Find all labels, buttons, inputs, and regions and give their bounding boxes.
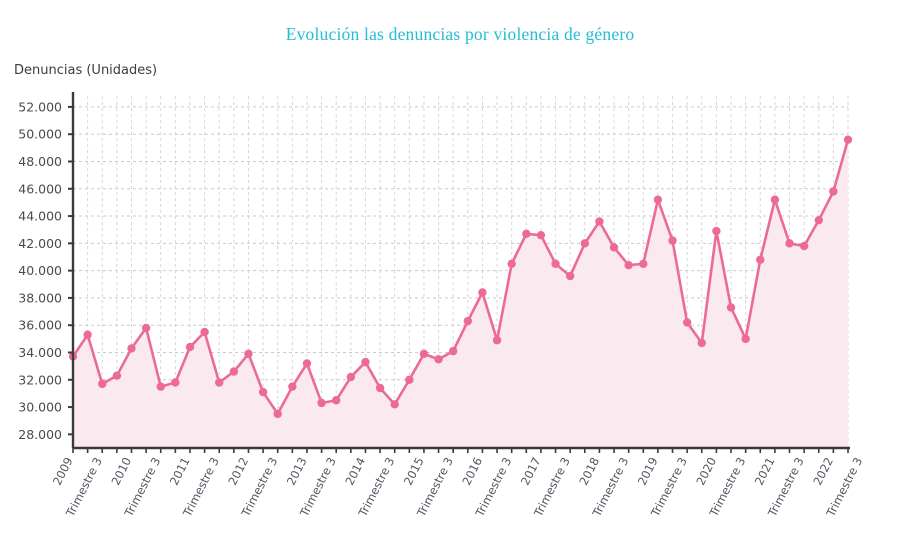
data-point[interactable]	[448, 346, 458, 356]
data-point[interactable]	[565, 271, 575, 281]
data-point[interactable]	[507, 259, 516, 269]
data-point[interactable]	[682, 318, 692, 327]
data-point[interactable]	[843, 135, 853, 144]
data-point[interactable]	[200, 327, 209, 337]
data-point[interactable]	[215, 378, 224, 387]
data-point[interactable]	[434, 355, 443, 364]
data-point[interactable]	[712, 226, 721, 236]
data-point[interactable]	[171, 378, 180, 387]
data-point[interactable]	[551, 259, 560, 269]
data-point[interactable]	[595, 217, 604, 226]
data-point[interactable]	[580, 239, 589, 248]
x-tick-label: 2019	[635, 455, 661, 487]
data-point[interactable]	[375, 383, 385, 393]
x-tick-label: 2016	[459, 455, 485, 487]
data-point[interactable]	[653, 195, 663, 204]
data-point[interactable]	[829, 187, 838, 196]
x-tick-label: 2011	[167, 455, 193, 487]
data-point[interactable]	[156, 382, 165, 391]
y-tick-label: 50.000	[18, 127, 62, 142]
data-point[interactable]	[668, 236, 677, 245]
x-tick-label: 2013	[284, 455, 310, 487]
data-point[interactable]	[492, 336, 502, 345]
x-tick-label: 2020	[693, 455, 719, 487]
data-point[interactable]	[463, 316, 473, 326]
data-point[interactable]	[639, 259, 648, 269]
axes	[68, 92, 850, 453]
x-tick-label: 2012	[225, 455, 251, 487]
y-tick-label: 34.000	[18, 345, 62, 360]
data-point[interactable]	[726, 303, 736, 312]
y-tick-label: 38.000	[18, 290, 62, 305]
data-point[interactable]	[390, 400, 399, 409]
y-tick-label: 30.000	[18, 400, 62, 415]
data-point[interactable]	[624, 260, 633, 270]
x-tick-label: 2018	[576, 455, 602, 487]
y-axis-tick-labels: 28.000 30.000 32.000 34.000 36.000 38.000 40.0…	[18, 99, 62, 441]
data-point[interactable]	[185, 342, 195, 352]
y-tick-label: 52.000	[18, 99, 62, 114]
x-tick-label: 2010	[108, 455, 134, 487]
y-tick-label: 44.000	[18, 209, 62, 224]
data-point[interactable]	[536, 230, 546, 240]
data-point[interactable]	[419, 349, 429, 359]
area-fill	[73, 139, 848, 448]
data-point[interactable]	[756, 255, 765, 264]
data-point[interactable]	[141, 323, 151, 333]
data-point[interactable]	[522, 229, 531, 238]
y-tick-label: 46.000	[18, 181, 62, 196]
data-point[interactable]	[741, 334, 750, 344]
data-point[interactable]	[273, 409, 282, 419]
y-tick-label: 28.000	[18, 427, 62, 442]
y-tick-label: 42.000	[18, 236, 62, 251]
data-point[interactable]	[770, 195, 780, 204]
data-point[interactable]	[98, 379, 107, 389]
y-tick-label: 40.000	[18, 263, 62, 278]
data-point[interactable]	[112, 371, 122, 380]
data-point[interactable]	[229, 367, 239, 376]
x-tick-label: 2014	[342, 455, 368, 487]
data-point[interactable]	[332, 396, 341, 405]
x-tick-label: 2009	[50, 455, 76, 487]
data-point-markers	[68, 135, 853, 419]
chart-title: Evolución las denuncias por violencia de…	[285, 24, 635, 44]
x-tick-label: 2015	[401, 455, 427, 487]
data-point[interactable]	[244, 349, 253, 359]
data-point[interactable]	[609, 243, 619, 252]
data-point[interactable]	[478, 288, 487, 297]
data-point[interactable]	[288, 382, 297, 391]
data-point[interactable]	[258, 387, 268, 397]
y-tick-label: 48.000	[18, 154, 62, 169]
y-tick-label: 36.000	[18, 318, 62, 333]
data-point[interactable]	[814, 215, 823, 225]
data-point[interactable]	[317, 398, 326, 408]
data-point[interactable]	[785, 239, 794, 248]
data-point[interactable]	[346, 372, 356, 382]
data-point[interactable]	[127, 344, 136, 353]
x-tick-label: 2021	[752, 455, 778, 487]
data-point[interactable]	[405, 375, 414, 384]
y-axis-unit-label: Denuncias (Unidades)	[14, 63, 158, 78]
data-point[interactable]	[302, 359, 312, 368]
y-tick-label: 32.000	[18, 372, 62, 387]
data-point[interactable]	[83, 330, 92, 339]
x-tick-label: 2017	[518, 455, 544, 487]
data-point[interactable]	[361, 357, 370, 367]
x-tick-label: 2022	[810, 455, 836, 487]
data-point[interactable]	[799, 241, 809, 251]
data-point[interactable]	[697, 338, 706, 348]
